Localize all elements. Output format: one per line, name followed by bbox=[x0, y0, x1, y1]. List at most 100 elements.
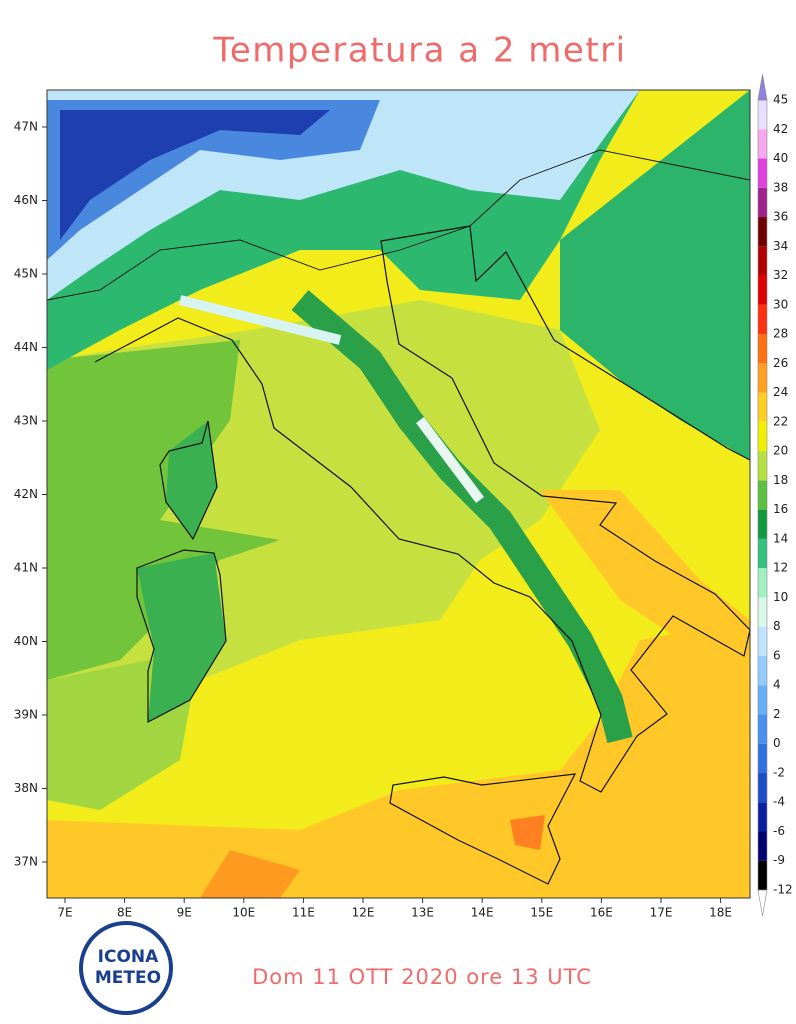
colorbar-segment bbox=[758, 714, 767, 744]
colorbar-label: 24 bbox=[773, 385, 788, 399]
logo-ring bbox=[79, 921, 173, 1015]
lat-label: 43N bbox=[14, 414, 38, 428]
field-apennines bbox=[291, 290, 633, 744]
field-corsica bbox=[166, 421, 217, 539]
colorbar-segment bbox=[758, 568, 767, 598]
colorbar-label: 20 bbox=[773, 444, 788, 458]
lat-label: 44N bbox=[14, 340, 38, 354]
field-south-warm bbox=[47, 620, 750, 898]
colorbar-label: -9 bbox=[773, 853, 785, 867]
colorbar-label: 6 bbox=[773, 648, 781, 662]
lat-label: 40N bbox=[14, 634, 38, 648]
colorbar-segment bbox=[758, 860, 767, 890]
colorbar-label: 16 bbox=[773, 502, 788, 516]
lon-label: 8E bbox=[117, 906, 132, 920]
lon-label: 12E bbox=[352, 906, 375, 920]
colorbar-segment bbox=[758, 685, 767, 715]
lon-label: 16E bbox=[590, 906, 613, 920]
colorbar-label: 28 bbox=[773, 327, 788, 341]
lon-label: 17E bbox=[650, 906, 673, 920]
colorbar-label: 12 bbox=[773, 561, 788, 575]
borders bbox=[47, 149, 750, 301]
colorbar-label: 45 bbox=[773, 93, 788, 107]
map-title: Temperatura a 2 metri bbox=[212, 31, 626, 71]
colorbar-segment bbox=[758, 304, 767, 335]
lon-label: 13E bbox=[411, 906, 434, 920]
colorbar-segment bbox=[758, 831, 767, 861]
colorbar-label: 2 bbox=[773, 707, 781, 721]
colorbar-segment bbox=[758, 538, 767, 569]
lat-label: 45N bbox=[14, 267, 38, 281]
lat-label: 47N bbox=[14, 120, 38, 134]
colorbar-segment bbox=[758, 275, 767, 305]
lon-label: 11E bbox=[292, 906, 315, 920]
colorbar-segment bbox=[758, 655, 767, 686]
colorbar-segment bbox=[758, 597, 767, 627]
colorbar-segment bbox=[758, 246, 767, 276]
lon-label: 14E bbox=[471, 906, 494, 920]
lat-label: 39N bbox=[14, 708, 38, 722]
map-field bbox=[47, 90, 750, 898]
field-etna-hot bbox=[510, 815, 545, 850]
colorbar-label: 26 bbox=[773, 356, 788, 370]
lon-label: 9E bbox=[177, 906, 192, 920]
coastlines bbox=[47, 149, 750, 885]
coast-corsica bbox=[159, 420, 218, 541]
colorbar-label: 0 bbox=[773, 736, 781, 750]
lat-label: 42N bbox=[14, 487, 38, 501]
colorbar-label: 18 bbox=[773, 473, 788, 487]
colorbar-segment bbox=[758, 100, 767, 130]
colorbar-segment bbox=[758, 451, 767, 481]
coast-sardinia bbox=[136, 549, 227, 723]
colorbar-label: -12 bbox=[773, 883, 793, 897]
field-sardinia bbox=[137, 553, 226, 722]
colorbar-label: 22 bbox=[773, 414, 788, 428]
field-puglia-warm bbox=[540, 490, 750, 640]
field-alps-coldest bbox=[60, 110, 330, 240]
field-hot-spot bbox=[200, 850, 300, 898]
lon-label: 15E bbox=[530, 906, 553, 920]
field-balkans bbox=[560, 90, 750, 460]
colorbar-segment bbox=[758, 363, 767, 393]
colorbar-segment bbox=[758, 626, 767, 656]
lat-label: 38N bbox=[14, 781, 38, 795]
colorbar-label: 8 bbox=[773, 619, 781, 633]
colorbar-label: 34 bbox=[773, 239, 788, 253]
field-ligurian-peak bbox=[178, 295, 342, 345]
colorbar-segment bbox=[758, 187, 767, 218]
colorbar-segment bbox=[758, 158, 767, 188]
colorbar-segment bbox=[758, 392, 767, 422]
coast-sicily bbox=[389, 773, 577, 885]
colorbar-label: 42 bbox=[773, 122, 788, 136]
lat-label: 41N bbox=[14, 561, 38, 575]
colorbar-segment bbox=[758, 421, 767, 452]
colorbar-segment bbox=[758, 217, 767, 247]
colorbar-label: 4 bbox=[773, 678, 781, 692]
colorbar-segment bbox=[758, 480, 767, 510]
logo-line2: METEO bbox=[95, 968, 161, 988]
lon-label: 7E bbox=[57, 906, 72, 920]
colorbar-under bbox=[757, 889, 768, 917]
lon-label: 10E bbox=[232, 906, 255, 920]
colorbar-label: 40 bbox=[773, 151, 788, 165]
colorbar-segment bbox=[758, 743, 767, 773]
colorbar-label: 38 bbox=[773, 180, 788, 194]
colorbar-segment bbox=[758, 129, 767, 159]
colorbar-label: 32 bbox=[773, 268, 788, 282]
logo-line1: ICONA bbox=[98, 947, 159, 967]
colorbar-segment bbox=[758, 802, 767, 832]
colorbar-over bbox=[757, 73, 768, 101]
colorbar-label: -2 bbox=[773, 765, 785, 779]
colorbar-segment bbox=[758, 772, 767, 803]
field-apennines-peak bbox=[416, 417, 484, 503]
colorbar-label: -4 bbox=[773, 795, 785, 809]
lat-label: 37N bbox=[14, 855, 38, 869]
valid-time: Dom 11 OTT 2020 ore 13 UTC bbox=[252, 965, 592, 989]
lat-label: 46N bbox=[14, 193, 38, 207]
colorbar-label: 30 bbox=[773, 297, 788, 311]
field-west bbox=[47, 340, 280, 680]
colorbar-label: 14 bbox=[773, 531, 788, 545]
lon-label: 18E bbox=[709, 906, 732, 920]
